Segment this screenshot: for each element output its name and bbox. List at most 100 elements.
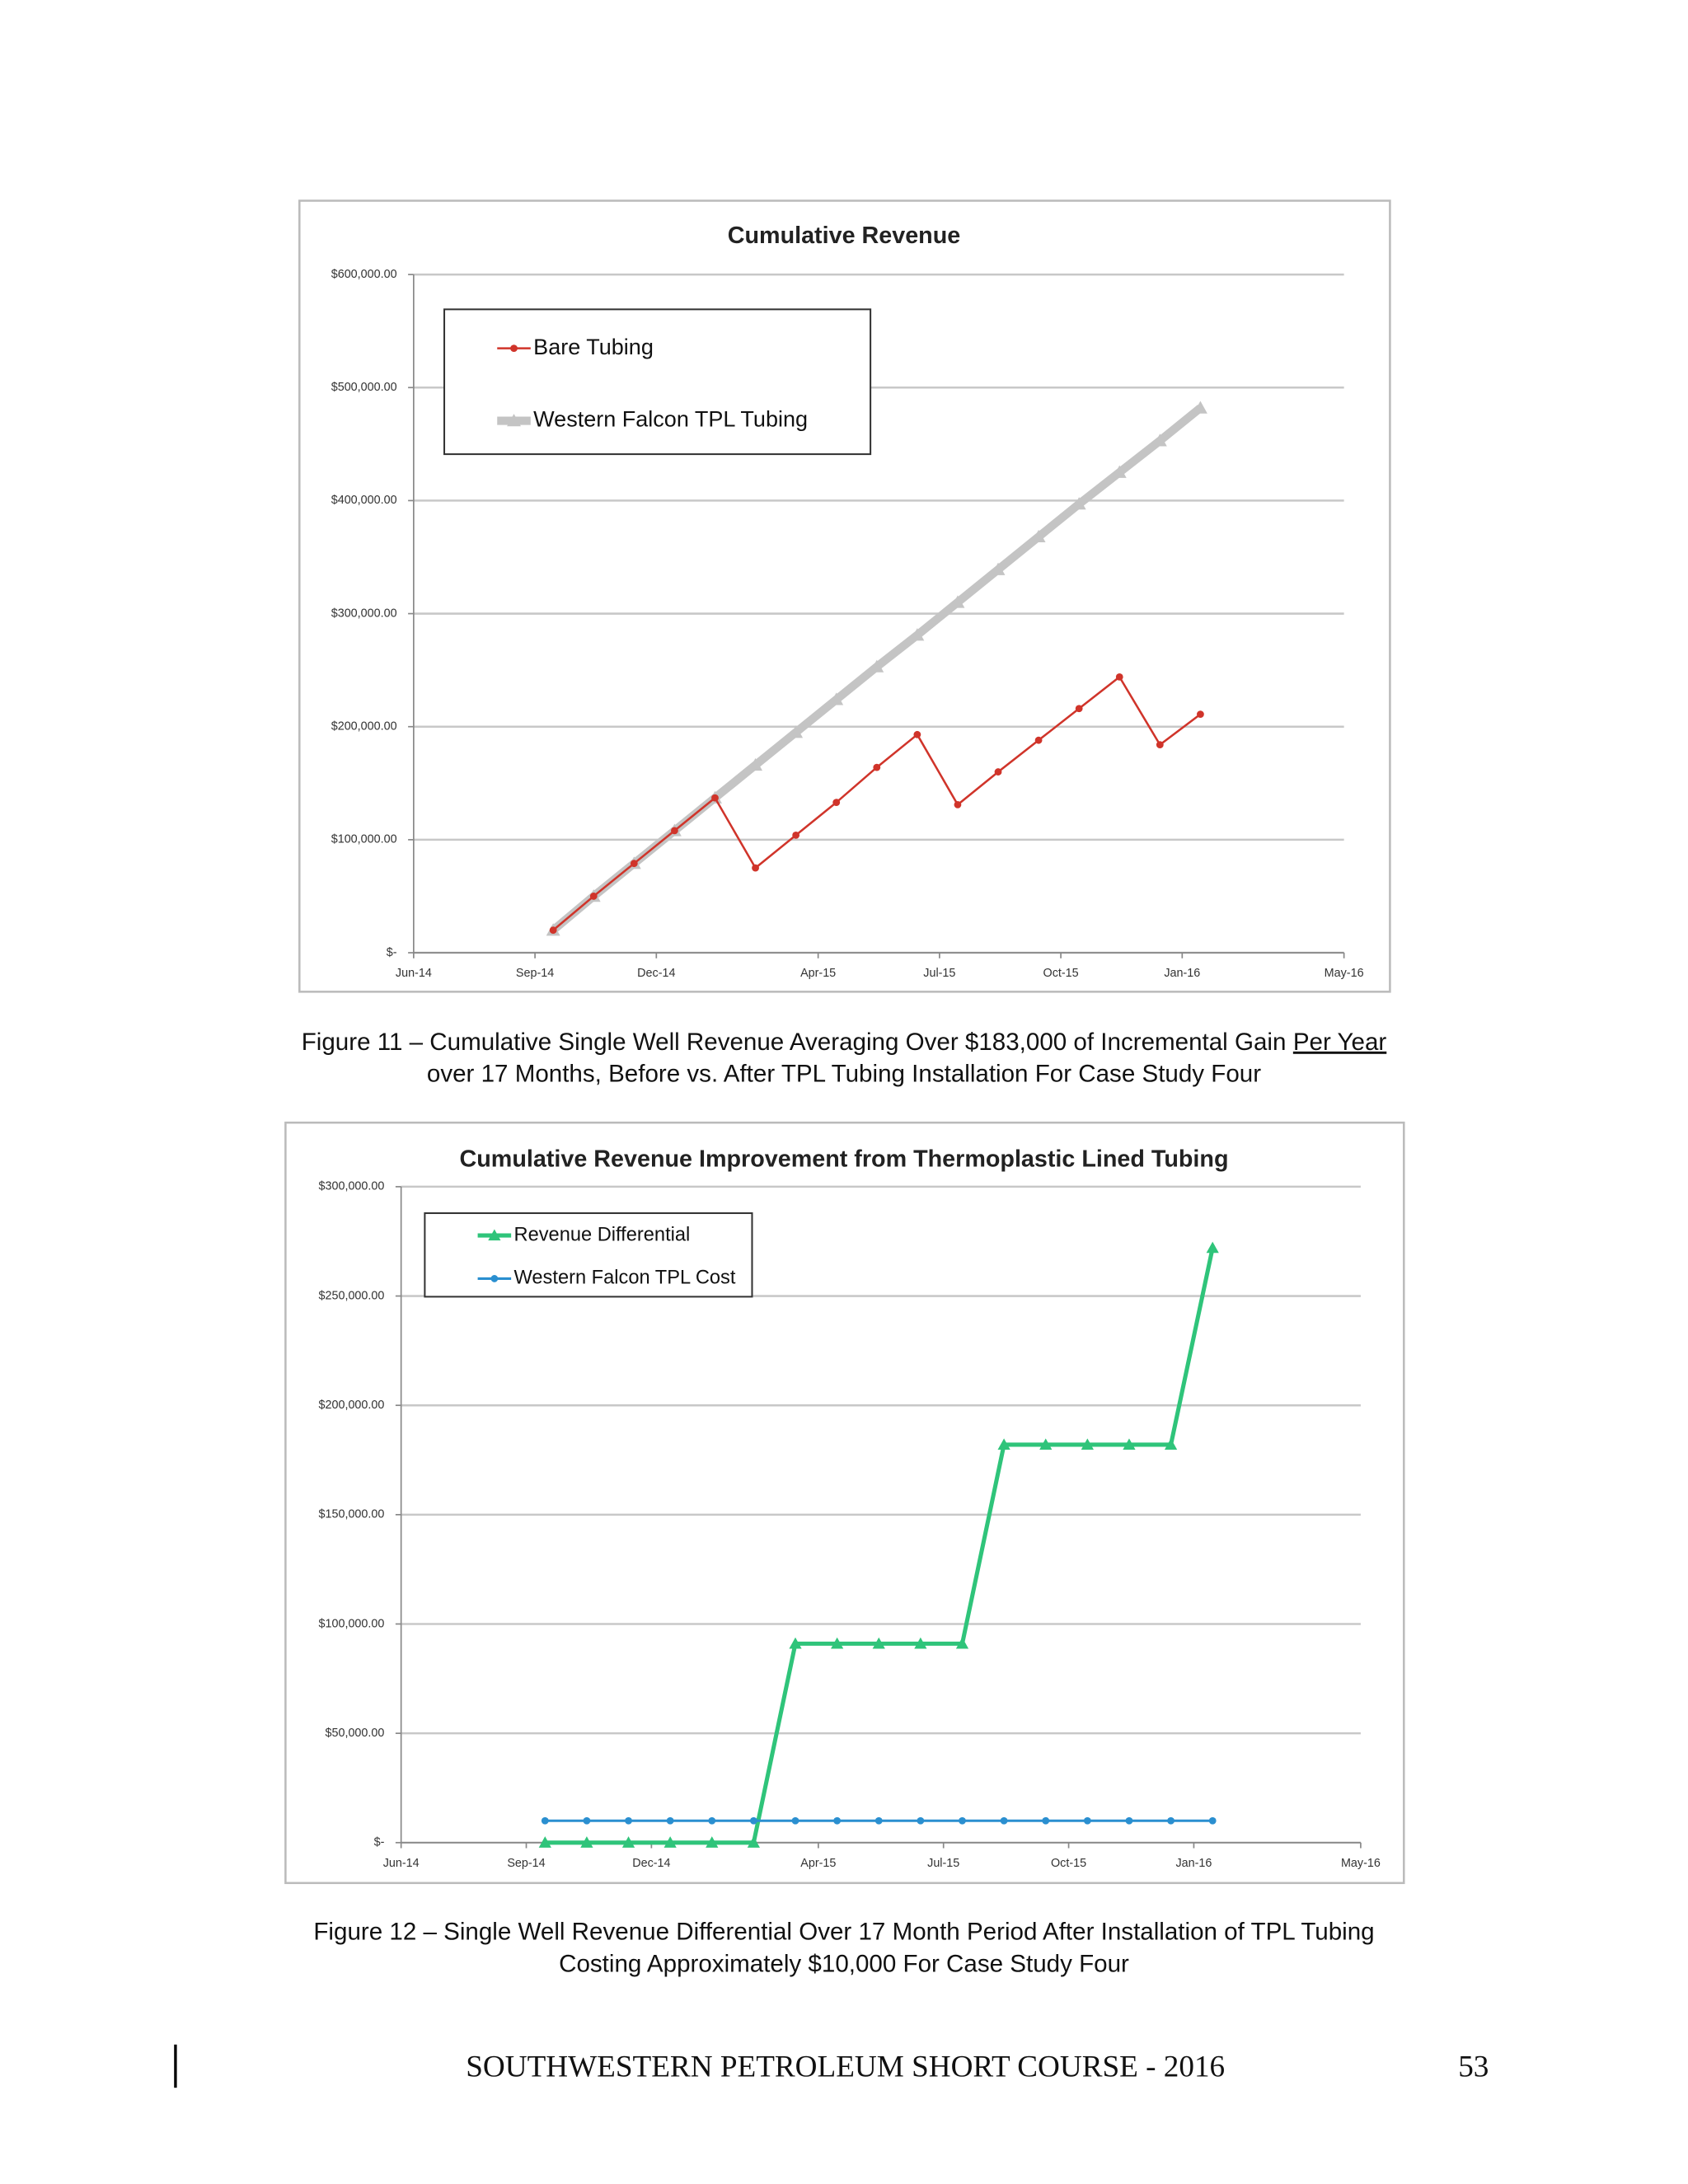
marker xyxy=(583,1816,591,1825)
marker xyxy=(749,1816,757,1825)
marker xyxy=(708,1816,716,1825)
x-tick-label: Jan-16 xyxy=(1164,967,1200,980)
marker xyxy=(510,344,518,353)
chart-title: Cumulative Revenue Improvement from Ther… xyxy=(460,1146,1229,1172)
marker xyxy=(955,1637,969,1649)
marker xyxy=(748,757,763,771)
legend-label: Revenue Differential xyxy=(514,1224,691,1245)
y-tick-label: $- xyxy=(374,1836,385,1849)
legend-label: Western Falcon TPL Cost xyxy=(514,1268,736,1289)
page-number: 53 xyxy=(1458,2050,1489,2084)
y-tick-label: $- xyxy=(387,946,397,959)
caption: Costing Approximately $10,000 For Case S… xyxy=(559,1950,1129,1977)
caption: Figure 11 – Cumulative Single Well Reven… xyxy=(302,1029,1387,1056)
marker xyxy=(711,794,719,802)
legend-box xyxy=(424,1212,753,1298)
marker xyxy=(747,1836,760,1848)
x-tick-label: Jun-14 xyxy=(396,967,432,980)
y-tick-label: $50,000.00 xyxy=(326,1727,385,1740)
marker xyxy=(1115,673,1123,681)
x-tick-label: Sep-14 xyxy=(507,1857,545,1870)
x-tick-label: Sep-14 xyxy=(516,967,554,980)
x-tick-label: Apr-15 xyxy=(800,967,836,980)
marker xyxy=(954,800,962,808)
y-tick-label: $300,000.00 xyxy=(319,1180,385,1193)
marker xyxy=(1031,529,1046,543)
marker xyxy=(1075,705,1083,713)
marker xyxy=(580,1836,593,1848)
marker xyxy=(910,628,925,641)
marker xyxy=(870,659,884,673)
marker xyxy=(1208,1816,1217,1825)
marker xyxy=(791,1816,799,1825)
marker xyxy=(671,827,678,835)
x-tick-label: Jul-15 xyxy=(927,1857,959,1870)
marker xyxy=(490,1275,499,1282)
marker xyxy=(914,1637,927,1649)
marker xyxy=(663,1836,677,1848)
marker xyxy=(1112,465,1127,478)
marker xyxy=(873,763,881,771)
marker xyxy=(917,1816,925,1825)
y-tick-label: $100,000.00 xyxy=(319,1617,385,1630)
y-tick-label: $200,000.00 xyxy=(319,1399,385,1412)
x-tick-label: Dec-14 xyxy=(632,1857,670,1870)
marker xyxy=(789,725,804,738)
marker xyxy=(829,692,844,705)
marker xyxy=(1193,401,1207,414)
marker xyxy=(630,860,638,868)
marker xyxy=(950,595,965,608)
footer-text: SOUTHWESTERN PETROLEUM SHORT COURSE - 20… xyxy=(466,2050,1225,2084)
marker xyxy=(1083,1816,1091,1825)
y-tick-label: $300,000.00 xyxy=(331,607,397,620)
x-tick-label: May-16 xyxy=(1341,1857,1381,1870)
marker xyxy=(1039,1438,1053,1451)
x-tick-label: Oct-15 xyxy=(1043,967,1079,980)
marker xyxy=(1156,741,1164,749)
marker xyxy=(1042,1816,1050,1825)
x-tick-label: May-16 xyxy=(1325,967,1364,980)
marker xyxy=(752,864,759,872)
marker xyxy=(549,926,557,934)
marker xyxy=(1071,497,1086,510)
marker xyxy=(1197,710,1204,719)
marker xyxy=(666,1816,674,1825)
y-tick-label: $500,000.00 xyxy=(331,381,397,394)
y-tick-label: $400,000.00 xyxy=(331,494,397,507)
marker xyxy=(913,730,921,738)
y-tick-label: $100,000.00 xyxy=(331,833,397,846)
marker xyxy=(1206,1241,1219,1254)
y-tick-label: $200,000.00 xyxy=(331,720,397,733)
marker xyxy=(959,1816,966,1825)
legend-box xyxy=(443,308,872,456)
marker xyxy=(872,1637,885,1649)
marker xyxy=(541,1816,549,1825)
marker xyxy=(706,1836,719,1848)
marker xyxy=(621,1836,635,1848)
marker xyxy=(625,1816,632,1825)
marker xyxy=(832,799,841,807)
x-tick-label: Apr-15 xyxy=(800,1857,836,1870)
caption-underlined: Per Year xyxy=(1293,1029,1387,1056)
chart-title: Cumulative Revenue xyxy=(728,223,961,249)
marker xyxy=(997,1438,1010,1451)
marker xyxy=(1125,1816,1133,1825)
marker xyxy=(1034,736,1043,744)
marker xyxy=(789,1637,802,1649)
caption-text: Figure 11 – Cumulative Single Well Reven… xyxy=(302,1029,1287,1056)
marker xyxy=(488,1229,501,1241)
x-tick-label: Jul-15 xyxy=(923,967,955,980)
x-tick-label: Oct-15 xyxy=(1051,1857,1086,1870)
marker xyxy=(792,831,800,839)
marker xyxy=(1167,1816,1175,1825)
marker xyxy=(1123,1438,1136,1451)
caption: over 17 Months, Before vs. After TPL Tub… xyxy=(427,1061,1261,1088)
legend-label: Western Falcon TPL Tubing xyxy=(533,407,808,432)
y-tick-label: $250,000.00 xyxy=(319,1289,385,1302)
marker xyxy=(831,1637,844,1649)
legend-label: Bare Tubing xyxy=(533,335,654,359)
marker xyxy=(994,768,1002,776)
y-tick-label: $600,000.00 xyxy=(331,268,397,281)
y-tick-label: $150,000.00 xyxy=(319,1508,385,1521)
